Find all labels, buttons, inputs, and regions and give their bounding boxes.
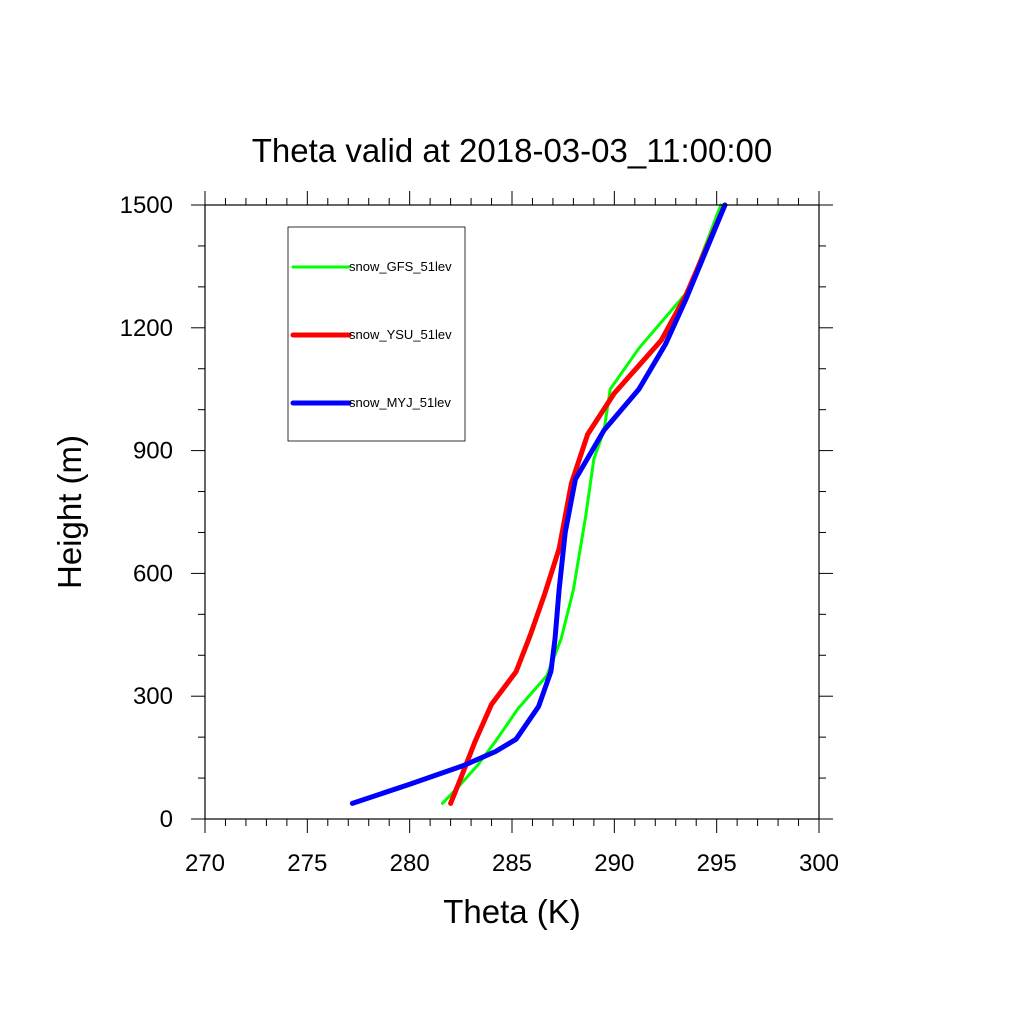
x-tick-label: 290 <box>594 850 634 877</box>
chart-title: Theta valid at 2018-03-03_11:00:00 <box>252 132 772 169</box>
legend-label: snow_MYJ_51lev <box>349 395 451 410</box>
legend-label: snow_YSU_51lev <box>349 327 452 342</box>
x-tick-label: 270 <box>185 850 225 877</box>
y-tick-label: 1200 <box>120 315 173 342</box>
series-line-snow_YSU_51lev <box>448 202 728 806</box>
plot-frame <box>204 204 820 820</box>
x-tick-labels: 270 275 280 285 290 295 300 <box>185 850 839 877</box>
legend: snow_GFS_51lev snow_YSU_51lev snow_MYJ_51l… <box>287 226 466 442</box>
y-tick-label: 0 <box>160 806 173 833</box>
x-tick-label: 295 <box>697 850 737 877</box>
x-tick-label: 300 <box>799 850 839 877</box>
y-tick-label: 600 <box>133 560 173 587</box>
y-axis-label: Height (m) <box>51 435 88 589</box>
x-axis-label: Theta (K) <box>443 893 581 930</box>
x-tick-label: 275 <box>287 850 327 877</box>
x-tick-label: 285 <box>492 850 532 877</box>
y-tick-labels: 0 300 600 900 1200 1500 <box>120 192 173 833</box>
x-tick-label: 280 <box>390 850 430 877</box>
legend-items: snow_GFS_51lev snow_YSU_51lev snow_MYJ_51l… <box>290 259 452 410</box>
legend-label: snow_GFS_51lev <box>349 259 452 274</box>
series-line-snow_GFS_51lev <box>440 203 723 805</box>
y-tick-label: 900 <box>133 438 173 465</box>
axis-ticks <box>191 191 833 833</box>
y-tick-label: 300 <box>133 683 173 710</box>
y-tick-label: 1500 <box>120 192 173 219</box>
series-lines <box>349 202 728 806</box>
series-line-snow_MYJ_51lev <box>349 202 728 806</box>
